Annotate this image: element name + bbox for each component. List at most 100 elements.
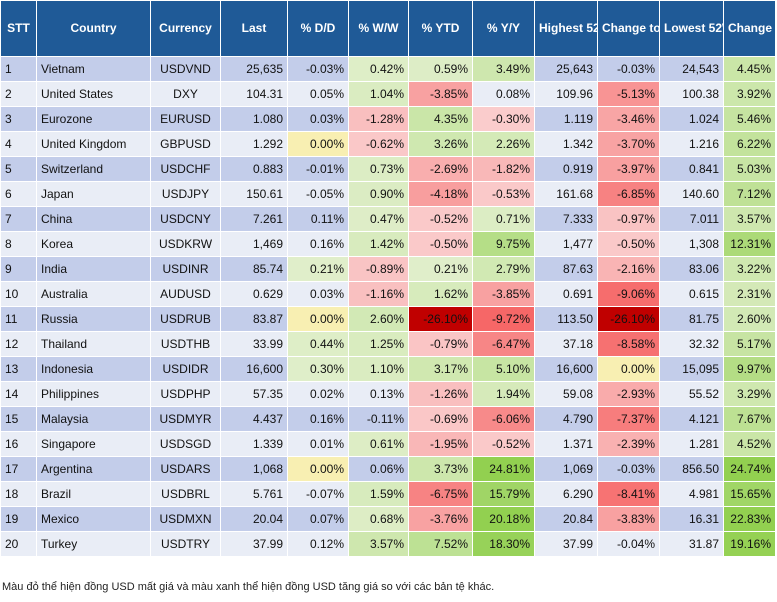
cell-change-l52w: 15.65%: [723, 481, 776, 507]
cell-change-l52w: 4.52%: [723, 431, 776, 457]
caption-note: Màu đỏ thể hiện đồng USD mất giá và màu …: [2, 581, 495, 593]
cell-high52w: 1.371: [534, 431, 598, 457]
cell-change-h52w: -9.06%: [597, 281, 660, 307]
table-row: 12 Thailand USDTHB 33.99 0.44% 1.25% -0.79% -6.…: [0, 331, 776, 357]
header-dd: % D/D: [287, 0, 349, 57]
cell-ww: 0.90%: [348, 181, 409, 207]
cell-ytd: -0.79%: [408, 331, 473, 357]
cell-dd: 0.11%: [287, 206, 349, 232]
header-ytd: % YTD: [408, 0, 473, 57]
table-row: 14 Philippines USDPHP 57.35 0.02% 0.13% -1.26%…: [0, 381, 776, 407]
cell-yy: 3.49%: [472, 56, 535, 82]
cell-dd: 0.16%: [287, 406, 349, 432]
cell-high52w: 20.84: [534, 506, 598, 532]
cell-stt: 15: [0, 406, 37, 432]
cell-ytd: 0.21%: [408, 256, 473, 282]
cell-country: China: [36, 206, 151, 232]
table-row: 18 Brazil USDBRL 5.761 -0.07% 1.59% -6.75% 15.7…: [0, 481, 776, 507]
cell-yy: 5.10%: [472, 356, 535, 382]
header-change-l52w: Change to L52W: [723, 0, 776, 57]
cell-low52w: 1.281: [659, 431, 724, 457]
cell-change-h52w: -5.13%: [597, 81, 660, 107]
table-row: 8 Korea USDKRW 1,469 0.16% 1.42% -0.50% 9.75% 1,…: [0, 231, 776, 257]
header-currency: Currency: [150, 0, 221, 57]
cell-high52w: 1,477: [534, 231, 598, 257]
cell-high52w: 1,069: [534, 456, 598, 482]
cell-currency: AUDUSD: [150, 281, 221, 307]
cell-high52w: 16,600: [534, 356, 598, 382]
cell-last: 25,635: [220, 56, 288, 82]
cell-low52w: 7.011: [659, 206, 724, 232]
cell-ww: 0.06%: [348, 456, 409, 482]
cell-change-l52w: 3.92%: [723, 81, 776, 107]
header-high52w: Highest 52W: [534, 0, 598, 57]
cell-change-l52w: 12.31%: [723, 231, 776, 257]
cell-change-l52w: 7.12%: [723, 181, 776, 207]
cell-country: Mexico: [36, 506, 151, 532]
cell-ww: -0.89%: [348, 256, 409, 282]
cell-stt: 9: [0, 256, 37, 282]
cell-last: 1,068: [220, 456, 288, 482]
cell-ytd: 3.26%: [408, 131, 473, 157]
cell-high52w: 161.68: [534, 181, 598, 207]
cell-dd: -0.05%: [287, 181, 349, 207]
table-row: 5 Switzerland USDCHF 0.883 -0.01% 0.73% -2.69%…: [0, 156, 776, 182]
table-row: 2 United States DXY 104.31 0.05% 1.04% -3.85% 0…: [0, 81, 776, 107]
cell-ww: 2.60%: [348, 306, 409, 332]
cell-change-l52w: 24.74%: [723, 456, 776, 482]
cell-ytd: -0.69%: [408, 406, 473, 432]
cell-stt: 13: [0, 356, 37, 382]
cell-change-h52w: -0.97%: [597, 206, 660, 232]
cell-currency: USDARS: [150, 456, 221, 482]
cell-change-h52w: -3.83%: [597, 506, 660, 532]
cell-currency: USDMXN: [150, 506, 221, 532]
cell-dd: 0.01%: [287, 431, 349, 457]
header-low52w: Lowest 52W: [659, 0, 724, 57]
cell-low52w: 15,095: [659, 356, 724, 382]
cell-ytd: 4.35%: [408, 106, 473, 132]
cell-last: 33.99: [220, 331, 288, 357]
cell-ww: -0.11%: [348, 406, 409, 432]
cell-ytd: -3.85%: [408, 81, 473, 107]
cell-low52w: 1,308: [659, 231, 724, 257]
cell-yy: -1.82%: [472, 156, 535, 182]
cell-ytd: 0.59%: [408, 56, 473, 82]
cell-low52w: 31.87: [659, 531, 724, 557]
cell-currency: USDMYR: [150, 406, 221, 432]
cell-high52w: 37.99: [534, 531, 598, 557]
cell-stt: 14: [0, 381, 37, 407]
cell-last: 1.292: [220, 131, 288, 157]
table-row: 7 China USDCNY 7.261 0.11% 0.47% -0.52% 0.71% 7.…: [0, 206, 776, 232]
cell-ytd: -1.95%: [408, 431, 473, 457]
cell-dd: -0.01%: [287, 156, 349, 182]
cell-dd: 0.02%: [287, 381, 349, 407]
table-row: 13 Indonesia USDIDR 16,600 0.30% 1.10% 3.17% 5.…: [0, 356, 776, 382]
cell-low52w: 55.52: [659, 381, 724, 407]
cell-ytd: 3.17%: [408, 356, 473, 382]
cell-high52w: 1.342: [534, 131, 598, 157]
cell-ytd: 7.52%: [408, 531, 473, 557]
cell-dd: 0.16%: [287, 231, 349, 257]
cell-yy: -0.53%: [472, 181, 535, 207]
cell-ww: 1.42%: [348, 231, 409, 257]
cell-stt: 20: [0, 531, 37, 557]
cell-ww: 1.59%: [348, 481, 409, 507]
cell-yy: 1.94%: [472, 381, 535, 407]
cell-ww: 1.10%: [348, 356, 409, 382]
cell-currency: USDTHB: [150, 331, 221, 357]
exchange-rate-table: STT Country Currency Last % D/D % W/W % …: [0, 0, 776, 557]
cell-high52w: 37.18: [534, 331, 598, 357]
cell-last: 7.261: [220, 206, 288, 232]
cell-low52w: 83.06: [659, 256, 724, 282]
cell-currency: EURUSD: [150, 106, 221, 132]
cell-change-l52w: 2.60%: [723, 306, 776, 332]
cell-country: Philippines: [36, 381, 151, 407]
cell-low52w: 16.31: [659, 506, 724, 532]
cell-change-l52w: 6.22%: [723, 131, 776, 157]
table-row: 6 Japan USDJPY 150.61 -0.05% 0.90% -4.18% -0.53…: [0, 181, 776, 207]
cell-stt: 8: [0, 231, 37, 257]
cell-ww: -1.28%: [348, 106, 409, 132]
header-country: Country: [36, 0, 151, 57]
cell-stt: 3: [0, 106, 37, 132]
cell-yy: 24.81%: [472, 456, 535, 482]
